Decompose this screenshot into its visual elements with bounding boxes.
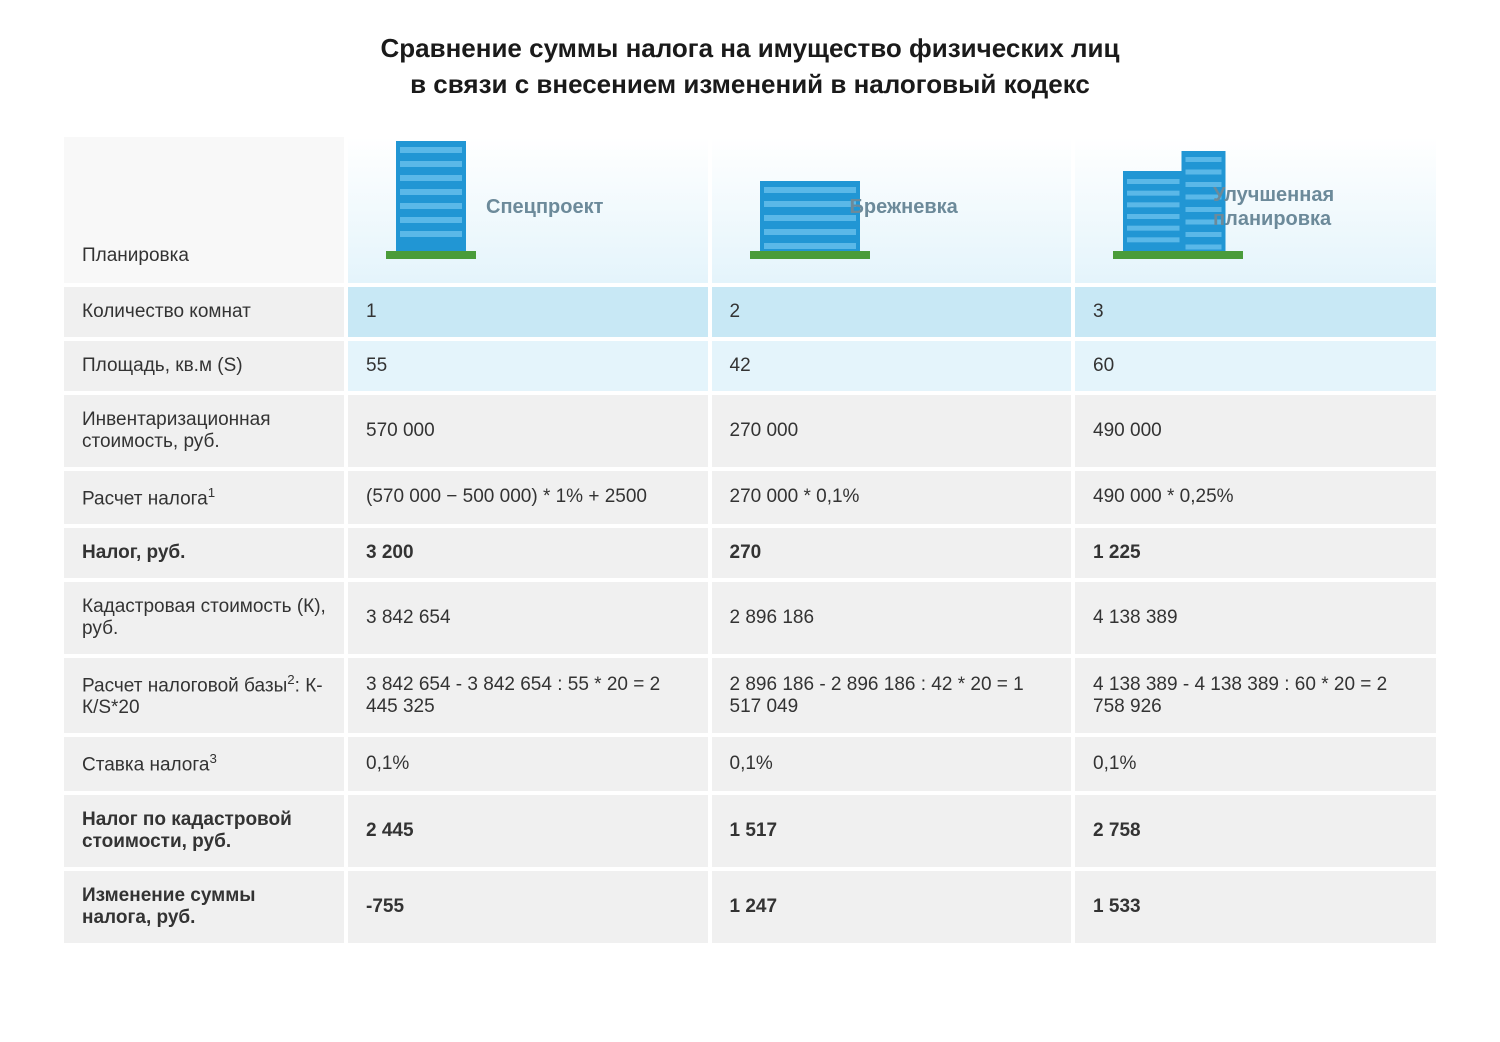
column-header-0: Спецпроект [348, 137, 708, 283]
cell-value: 2 758 [1075, 795, 1436, 867]
row-label: Количество комнат [64, 287, 344, 337]
cell-value: 1 225 [1075, 528, 1436, 578]
column-header-2: Улучшеннаяпланировка [1075, 137, 1436, 283]
row-label: Налог по кадастровой стоимости, руб. [64, 795, 344, 867]
cell-value: 270 [712, 528, 1072, 578]
cell-value: 1 247 [712, 871, 1072, 943]
table-row: Изменение суммы налога, руб.-7551 2471 5… [64, 871, 1436, 943]
cell-value: 490 000 [1075, 395, 1436, 467]
header-label-cell: Планировка [64, 137, 344, 283]
column-header-label: Спецпроект [486, 195, 603, 219]
cell-value: 42 [712, 341, 1072, 391]
row-label: Кадастровая стоимость (К), руб. [64, 582, 344, 654]
cell-value: 2 896 186 - 2 896 186 : 42 * 20 = 1 517 … [712, 658, 1072, 733]
row-label: Инвентаризационная стоимость, руб. [64, 395, 344, 467]
cell-value: 4 138 389 [1075, 582, 1436, 654]
building-icon [386, 141, 476, 261]
row-label: Расчет налоговой базы2: К-К/S*20 [64, 658, 344, 733]
cell-value: 570 000 [348, 395, 708, 467]
table-row: Площадь, кв.м (S)554260 [64, 341, 1436, 391]
table-row: Количество комнат123 [64, 287, 1436, 337]
row-label: Расчет налога1 [64, 471, 344, 524]
cell-value: 0,1% [712, 737, 1072, 790]
cell-value: 3 842 654 - 3 842 654 : 55 * 20 = 2 445 … [348, 658, 708, 733]
cell-value: 55 [348, 341, 708, 391]
cell-value: 270 000 * 0,1% [712, 471, 1072, 524]
cell-value: 3 [1075, 287, 1436, 337]
cell-value: (570 000 − 500 000) * 1% + 2500 [348, 471, 708, 524]
row-label: Изменение суммы налога, руб. [64, 871, 344, 943]
building-icon [750, 181, 870, 261]
title-line-1: Сравнение суммы налога на имущество физи… [380, 33, 1119, 63]
comparison-table: Планировка Спецпроект Брежневка Улучшенн… [60, 133, 1440, 947]
table-row: Налог по кадастровой стоимости, руб.2 44… [64, 795, 1436, 867]
cell-value: 490 000 * 0,25% [1075, 471, 1436, 524]
cell-value: 270 000 [712, 395, 1072, 467]
page-title: Сравнение суммы налога на имущество физи… [60, 30, 1440, 103]
cell-value: 1 533 [1075, 871, 1436, 943]
cell-value: 1 [348, 287, 708, 337]
table-row: Налог, руб.3 2002701 225 [64, 528, 1436, 578]
cell-value: 2 896 186 [712, 582, 1072, 654]
column-header-label: Брежневка [850, 195, 958, 219]
cell-value: -755 [348, 871, 708, 943]
cell-value: 3 842 654 [348, 582, 708, 654]
table-row: Инвентаризационная стоимость, руб.570 00… [64, 395, 1436, 467]
page-container: Сравнение суммы налога на имущество физи… [0, 0, 1500, 987]
cell-value: 0,1% [1075, 737, 1436, 790]
table-row: Ставка налога30,1%0,1%0,1% [64, 737, 1436, 790]
column-header-1: Брежневка [712, 137, 1072, 283]
column-header-label: Улучшеннаяпланировка [1213, 183, 1334, 231]
row-label: Площадь, кв.м (S) [64, 341, 344, 391]
row-label: Налог, руб. [64, 528, 344, 578]
cell-value: 1 517 [712, 795, 1072, 867]
table-row: Кадастровая стоимость (К), руб.3 842 654… [64, 582, 1436, 654]
cell-value: 60 [1075, 341, 1436, 391]
cell-value: 0,1% [348, 737, 708, 790]
cell-value: 3 200 [348, 528, 708, 578]
cell-value: 4 138 389 - 4 138 389 : 60 * 20 = 2 758 … [1075, 658, 1436, 733]
title-line-2: в связи с внесением изменений в налоговы… [410, 69, 1090, 99]
cell-value: 2 445 [348, 795, 708, 867]
table-row: Расчет налоговой базы2: К-К/S*203 842 65… [64, 658, 1436, 733]
cell-value: 2 [712, 287, 1072, 337]
table-row: Расчет налога1(570 000 − 500 000) * 1% +… [64, 471, 1436, 524]
row-label: Ставка налога3 [64, 737, 344, 790]
